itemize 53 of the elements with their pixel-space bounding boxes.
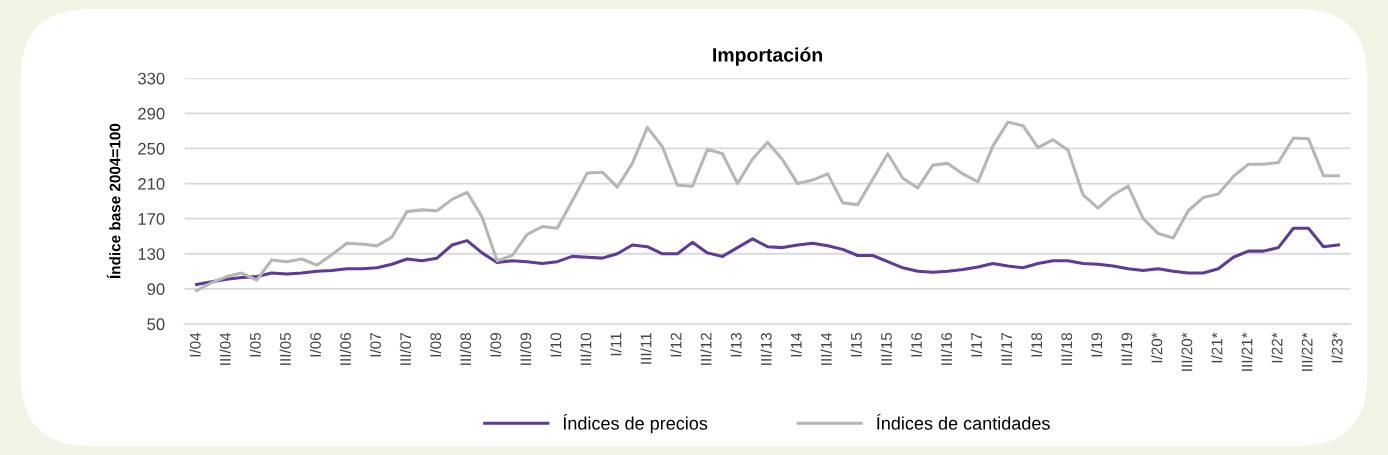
y-tick-label: 250 [138,142,165,155]
x-tick-label: I/16 [910,332,922,357]
x-tick-label: III/14 [820,332,832,365]
x-tick-label: I/22* [1271,332,1283,363]
x-tick-label: III/16 [940,332,952,365]
legend-label: Índices de cantidades [877,413,1050,430]
y-tick-label: 290 [138,107,165,120]
x-tick-label: I/05 [249,332,261,357]
x-tick-label: III/06 [339,332,351,365]
y-tick-label: 170 [138,213,165,225]
x-tick-label: I/08 [429,332,442,357]
x-tick-label: III/22* [1301,332,1313,371]
line-series [195,226,1341,286]
chart-title: Importación [713,47,822,66]
x-tick-label: III/04 [219,332,231,365]
x-tick-label: III/09 [520,333,532,365]
x-tick-label: III/05 [279,332,291,365]
x-tick-label: I/20* [1151,332,1163,363]
x-tick-label: III/11 [640,333,652,364]
y-tick-label: 50 [147,318,165,331]
x-tick-label: III/13 [760,332,772,365]
y-axis-title: Índice base 2004=100 [106,123,121,279]
x-tick-label: I/11 [610,333,622,356]
x-tick-label: III/18 [1060,332,1073,365]
y-tick-label: 130 [138,248,165,260]
x-tick-label: I/13 [730,332,742,357]
x-tick-label: III/07 [399,333,412,365]
x-tick-label: III/15 [880,332,892,365]
x-tick-label: III/19 [1121,333,1133,365]
x-tick-label: I/15 [850,332,862,357]
x-tick-label: I/12 [670,333,682,357]
x-tick-label: I/09 [490,333,502,357]
x-tick-label: III/10 [580,332,592,365]
x-tick-label: I/14 [790,332,802,357]
line-series [195,120,1341,293]
y-tick-label: 90 [147,283,165,296]
x-tick-label: III/20* [1181,332,1193,371]
x-tick-label: I/17 [970,333,983,357]
x-tick-label: I/06 [309,332,321,357]
y-tick-label: 330 [137,72,165,85]
x-tick-label: I/23* [1331,332,1343,363]
x-tick-label: I/21* [1211,332,1223,363]
x-tick-label: III/08 [459,332,472,365]
x-tick-label: I/04 [189,332,201,357]
legend-label: Índices de precios [563,413,708,434]
x-tick-label: I/19 [1090,333,1103,357]
x-tick-label: I/07 [369,333,382,357]
x-tick-label: III/21* [1241,332,1253,371]
x-tick-label: I/10 [550,332,562,357]
y-tick-label: 210 [138,177,165,190]
x-tick-label: III/17 [1000,333,1013,365]
x-tick-label: I/18 [1030,332,1043,357]
x-tick-label: III/12 [700,333,712,365]
